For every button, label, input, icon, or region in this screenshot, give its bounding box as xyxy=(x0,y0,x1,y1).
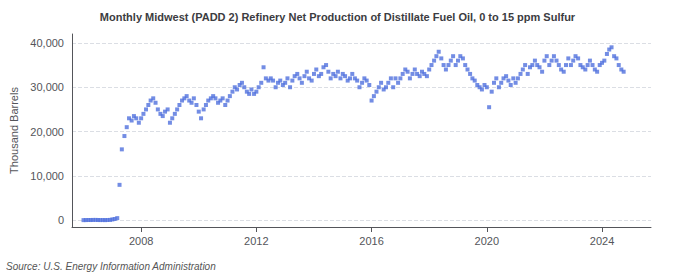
svg-text:2016: 2016 xyxy=(359,235,383,247)
svg-text:30,000: 30,000 xyxy=(30,81,64,93)
svg-text:2012: 2012 xyxy=(244,235,268,247)
svg-text:0: 0 xyxy=(58,214,64,226)
svg-text:Monthly Midwest (PADD 2) Refin: Monthly Midwest (PADD 2) Refinery Net Pr… xyxy=(100,11,576,23)
svg-text:2008: 2008 xyxy=(129,235,153,247)
svg-text:2024: 2024 xyxy=(590,235,614,247)
svg-text:40,000: 40,000 xyxy=(30,37,64,49)
svg-text:Thousand Barrels: Thousand Barrels xyxy=(8,87,20,174)
svg-text:10,000: 10,000 xyxy=(30,170,64,182)
svg-text:2020: 2020 xyxy=(475,235,499,247)
svg-text:Source: U.S. Energy Informatio: Source: U.S. Energy Information Administ… xyxy=(6,261,216,272)
svg-text:20,000: 20,000 xyxy=(30,126,64,138)
